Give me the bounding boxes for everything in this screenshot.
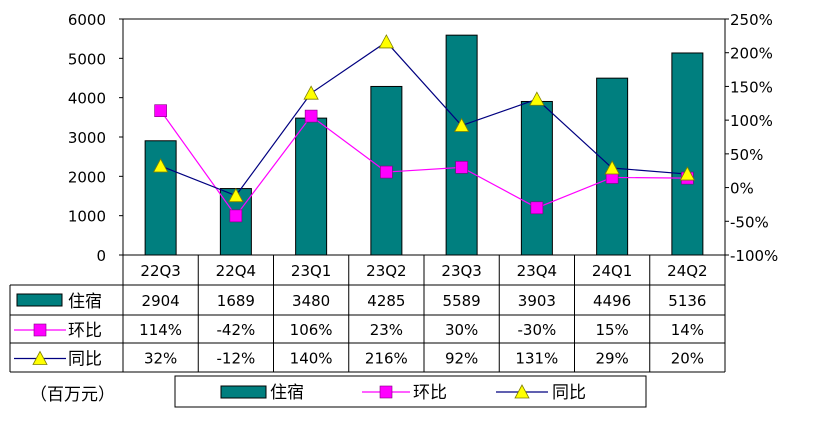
table-cell: 1689 [217,292,255,310]
row-header-mom: 环比 [68,321,102,341]
left-axis-tick-label: 6000 [68,11,106,29]
left-axis-tick-label: 3000 [68,129,106,147]
category-label: 24Q2 [667,262,707,280]
left-axis-tick-label: 1000 [68,208,106,226]
yoy-point-23Q2 [378,34,395,49]
table-cell: 2904 [142,292,180,310]
legend-label-lodging: 住宿 [270,383,304,403]
mom-line [160,110,688,217]
table-cell: 15% [595,321,628,339]
table-cell: 114% [139,321,182,339]
mom-point-22Q4 [229,209,243,223]
row-key-triangle [32,350,48,365]
table-cell: 30% [445,321,478,339]
bar-23Q1 [295,117,328,256]
right-axis-tick-label: -100% [730,247,778,265]
table-cell: 3480 [292,292,330,310]
legend-key-square [379,385,393,399]
category-label: 23Q3 [441,262,481,280]
table-cell: 14% [671,321,704,339]
right-axis-tick-label: -50% [730,213,769,231]
plot-area [122,18,726,256]
row-header-yoy: 同比 [68,350,102,370]
yoy-point-23Q1 [303,85,319,100]
table-cell: 216% [365,350,408,368]
table-cell: 3903 [518,292,556,310]
legend-label-mom: 环比 [413,383,447,403]
right-axis-tick-label: 200% [730,45,773,63]
bar-23Q4 [520,100,553,256]
yoy-line [160,41,688,197]
mom-point-23Q4 [530,201,544,215]
category-label: 23Q2 [366,262,406,280]
yoy-point-22Q3 [152,158,169,173]
table-cell: 32% [144,350,177,368]
category-label: 22Q4 [216,262,256,280]
row-header-lodging: 住宿 [68,292,102,312]
mom-point-22Q3 [154,104,167,118]
yoy-point-23Q4 [529,91,545,106]
table-cell: -30% [517,321,556,339]
mom-point-23Q3 [455,161,468,174]
left-axis-tick-label: 0 [96,247,106,265]
table-cell: 4496 [593,292,631,310]
bar-22Q3 [144,140,177,256]
table-cell: 23% [370,321,403,339]
category-label: 24Q1 [592,262,632,280]
category-label: 23Q1 [291,262,331,280]
left-axis-tick-label: 5000 [68,50,106,68]
right-axis-tick-label: 0% [730,180,754,198]
row-key-bar [16,293,63,307]
right-axis-tick-label: 250% [730,11,773,29]
table-cell: 131% [515,350,558,368]
mom-point-23Q1 [304,109,318,123]
legend-label-yoy: 同比 [552,383,586,403]
yoy-point-24Q2 [679,166,696,181]
table-cell: 5136 [668,292,706,310]
yoy-point-23Q3 [453,117,470,132]
left-axis-tick-label: 4000 [68,90,106,108]
left-axis-tick-label: 2000 [68,168,106,186]
bar-23Q3 [445,34,478,256]
table-cell: 4285 [367,292,405,310]
table-cell: 29% [595,350,628,368]
table-cell: 20% [671,350,704,368]
table-cell: 92% [445,350,478,368]
category-label: 22Q3 [140,262,180,280]
table-cell: -12% [216,350,255,368]
table-cell: 106% [290,321,333,339]
right-axis-tick-label: 150% [730,78,773,96]
right-axis-tick-label: 50% [730,146,763,164]
category-label: 23Q4 [517,262,557,280]
table-cell: -42% [216,321,255,339]
legend-key-bar [220,385,267,399]
table-cell: 140% [290,350,333,368]
row-key-square [33,323,47,337]
bar-24Q2 [671,52,704,256]
table-cell: 5589 [443,292,481,310]
yoy-point-24Q1 [604,160,620,175]
legend-key-triangle [514,384,530,399]
mom-point-23Q2 [380,165,393,179]
unit-label: （百万元） [30,385,115,405]
right-axis-tick-label: 100% [730,112,773,130]
yoy-point-22Q4 [228,187,244,203]
